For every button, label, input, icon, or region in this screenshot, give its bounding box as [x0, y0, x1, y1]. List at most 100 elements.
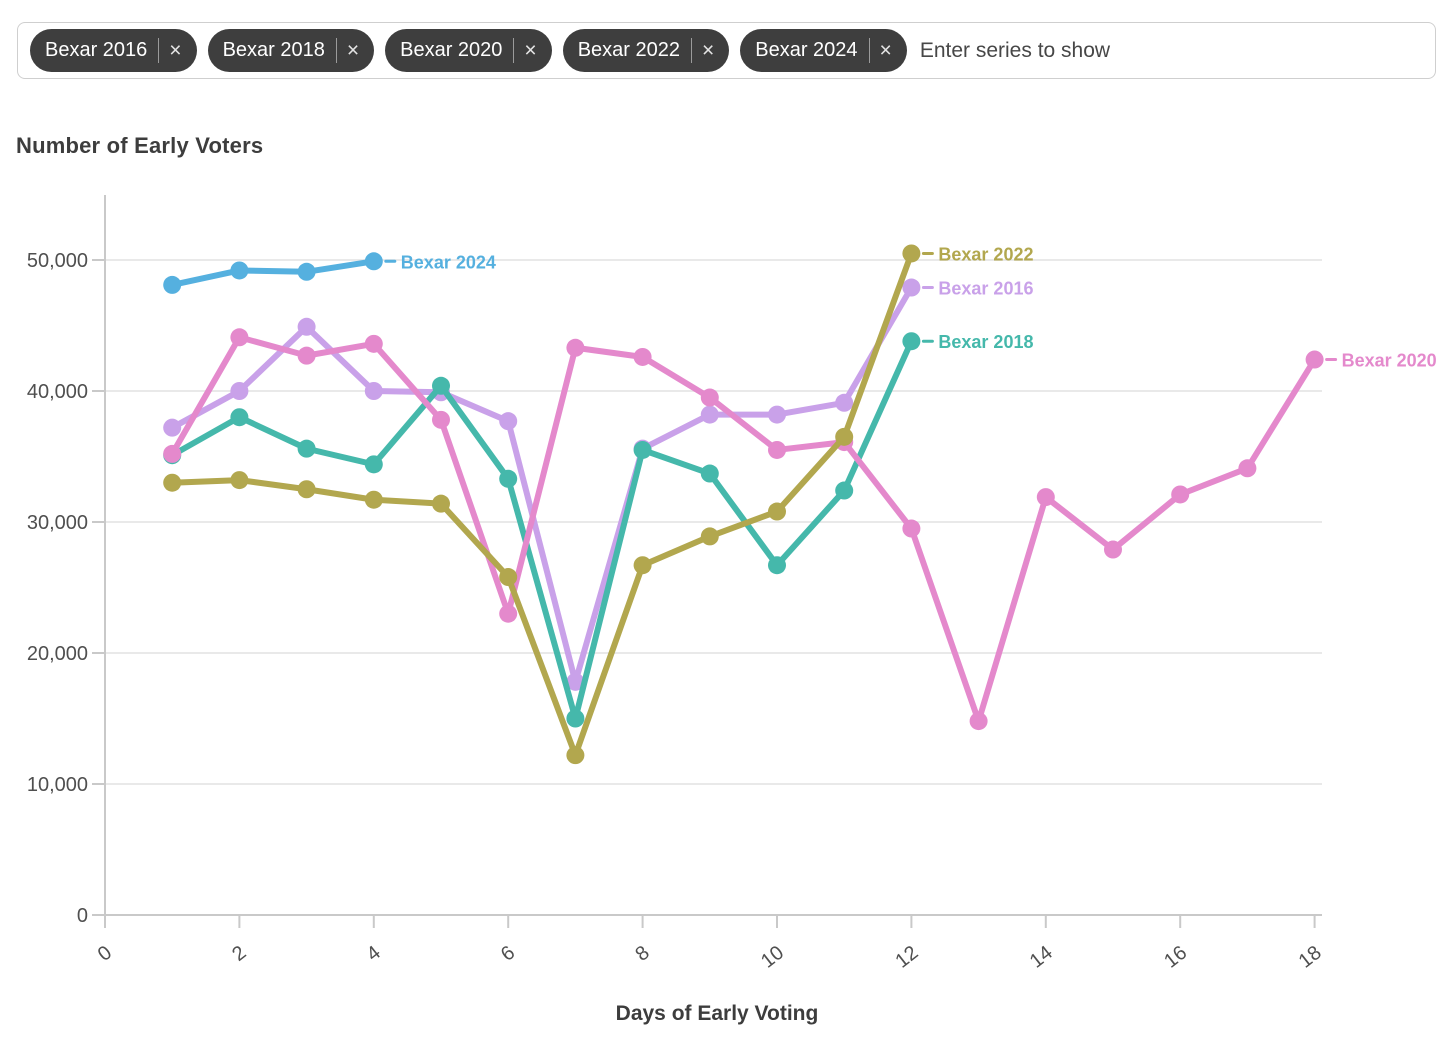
- data-point-bexar-2018-day-9: [700, 464, 719, 483]
- data-point-bexar-2020-day-2: [230, 328, 249, 347]
- data-point-bexar-2018-day-11: [835, 481, 854, 500]
- series-chip-bexar-2020[interactable]: Bexar 2020 ×: [385, 29, 552, 72]
- line-chart: 0 10,000 20,000 30,000 40,000 50,000 0 2 4 6 8 10 12…: [27, 195, 1437, 1025]
- series-points-bexar-2024: [163, 252, 383, 294]
- x-tick-label: 2: [228, 942, 250, 966]
- x-tick-label: 0: [94, 942, 116, 966]
- chip-separator: [335, 38, 337, 63]
- data-point-bexar-2018-day-6: [499, 469, 518, 488]
- data-point-bexar-2022-day-1: [163, 473, 182, 492]
- y-tick-label: 40,000: [27, 381, 88, 403]
- data-point-bexar-2018-day-4: [364, 455, 383, 474]
- chip-remove-button-bexar-2016[interactable]: ×: [159, 40, 191, 61]
- data-point-bexar-2020-day-4: [364, 334, 383, 353]
- data-point-bexar-2016-day-12: [902, 278, 921, 297]
- data-point-bexar-2024-day-3: [297, 262, 316, 281]
- y-tick-label: 0: [77, 905, 88, 927]
- data-point-bexar-2016-day-10: [768, 405, 786, 424]
- data-point-bexar-2022-day-9: [700, 527, 719, 546]
- y-tick-label: 20,000: [27, 643, 88, 665]
- data-point-bexar-2022-day-6: [499, 568, 518, 587]
- data-point-bexar-2022-day-4: [364, 490, 383, 509]
- data-point-bexar-2016-day-7: [566, 672, 585, 691]
- chip-separator: [690, 38, 692, 63]
- x-tick-label: 12: [891, 942, 922, 973]
- data-point-bexar-2022-day-5: [432, 494, 450, 513]
- series-filter-bar: Bexar 2016 × Bexar 2018 × Bexar 2020 × Bexar 2…: [17, 22, 1436, 79]
- series-chip-label: Bexar 2022: [577, 39, 680, 61]
- data-point-bexar-2018-day-8: [633, 440, 652, 459]
- data-point-bexar-2020-day-5: [432, 410, 450, 429]
- series-points-bexar-2018: [163, 332, 921, 728]
- series-line-bexar-2022: [169, 250, 915, 759]
- data-point-bexar-2018-day-12: [902, 332, 921, 351]
- data-point-bexar-2022-day-11: [835, 427, 854, 446]
- data-point-bexar-2016-day-9: [700, 405, 719, 424]
- y-gridlines: [105, 259, 1322, 916]
- y-tick-label: 50,000: [27, 250, 88, 272]
- data-point-bexar-2020-day-6: [499, 604, 518, 623]
- series-line-bexar-2024: [169, 258, 377, 288]
- data-point-bexar-2020-day-9: [700, 388, 719, 407]
- data-point-bexar-2024-day-2: [230, 261, 249, 280]
- data-point-bexar-2020-day-14: [1036, 488, 1055, 507]
- series-chip-bexar-2022[interactable]: Bexar 2022 ×: [562, 29, 730, 72]
- series-end-label-bexar-2020: Bexar 2020: [1325, 351, 1437, 371]
- chip-separator: [513, 38, 515, 63]
- chart-title: Number of Early Voters: [16, 133, 264, 158]
- data-point-bexar-2020-day-16: [1171, 485, 1190, 504]
- series-points-bexar-2022: [163, 244, 921, 765]
- data-point-bexar-2020-day-18: [1305, 350, 1324, 369]
- data-point-bexar-2016-day-2: [230, 382, 249, 400]
- data-point-bexar-2022-day-12: [902, 244, 921, 263]
- series-input[interactable]: [917, 37, 1423, 64]
- data-point-bexar-2020-day-17: [1238, 459, 1257, 478]
- data-point-bexar-2016-day-11: [835, 393, 854, 412]
- y-tick-label: 10,000: [27, 774, 88, 796]
- y-tick-label: 30,000: [27, 512, 88, 534]
- x-tick-label: 18: [1295, 942, 1326, 973]
- series-chip-bexar-2018[interactable]: Bexar 2018 ×: [207, 29, 375, 72]
- data-point-bexar-2020-day-15: [1104, 540, 1122, 559]
- series-chip-label: Bexar 2024: [755, 39, 858, 61]
- data-point-bexar-2016-day-3: [297, 317, 316, 336]
- series-name-label: Bexar 2020: [1342, 351, 1437, 371]
- series-chip-label: Bexar 2016: [45, 39, 148, 61]
- series-chip-bexar-2016[interactable]: Bexar 2016 ×: [30, 29, 197, 72]
- data-point-bexar-2020-day-3: [297, 346, 316, 365]
- data-point-bexar-2022-day-3: [297, 480, 316, 499]
- chip-remove-button-bexar-2022[interactable]: ×: [692, 40, 724, 61]
- data-point-bexar-2020-day-12: [902, 519, 921, 538]
- data-point-bexar-2022-day-8: [633, 556, 652, 575]
- data-point-bexar-2020-day-13: [969, 712, 988, 731]
- series-chip-bexar-2024[interactable]: Bexar 2024 ×: [740, 29, 907, 72]
- x-tick-label: 8: [631, 942, 653, 966]
- data-point-bexar-2020-day-10: [768, 440, 786, 459]
- series-chip-label: Bexar 2018: [222, 39, 325, 61]
- data-point-bexar-2018-day-10: [768, 556, 786, 575]
- data-point-bexar-2020-day-8: [633, 347, 652, 366]
- series-end-label-bexar-2022: Bexar 2022: [921, 244, 1033, 264]
- data-point-bexar-2020-day-1: [163, 444, 182, 463]
- data-point-bexar-2018-day-5: [432, 376, 450, 395]
- x-axis-title: Days of Early Voting: [616, 1002, 819, 1025]
- data-point-bexar-2018-day-7: [566, 709, 585, 728]
- data-point-bexar-2022-day-7: [566, 746, 585, 765]
- series-end-label-bexar-2016: Bexar 2016: [921, 279, 1033, 299]
- data-point-bexar-2024-day-4: [364, 252, 383, 271]
- series-end-label-bexar-2018: Bexar 2018: [921, 332, 1033, 352]
- data-point-bexar-2016-day-6: [499, 412, 518, 431]
- chip-remove-button-bexar-2020[interactable]: ×: [514, 40, 546, 61]
- series-line-bexar-2020: [169, 334, 1318, 725]
- data-point-bexar-2022-day-10: [768, 502, 786, 521]
- series-chip-label: Bexar 2020: [400, 39, 503, 61]
- data-point-bexar-2016-day-4: [364, 382, 383, 400]
- data-point-bexar-2016-day-1: [163, 418, 182, 437]
- chip-remove-button-bexar-2024[interactable]: ×: [870, 40, 902, 61]
- x-tick-label: 4: [363, 942, 385, 966]
- series-name-label: Bexar 2016: [938, 279, 1033, 299]
- chip-separator: [158, 38, 160, 63]
- data-point-bexar-2020-day-7: [566, 338, 585, 357]
- chip-remove-button-bexar-2018[interactable]: ×: [337, 40, 369, 61]
- data-point-bexar-2018-day-3: [297, 439, 316, 458]
